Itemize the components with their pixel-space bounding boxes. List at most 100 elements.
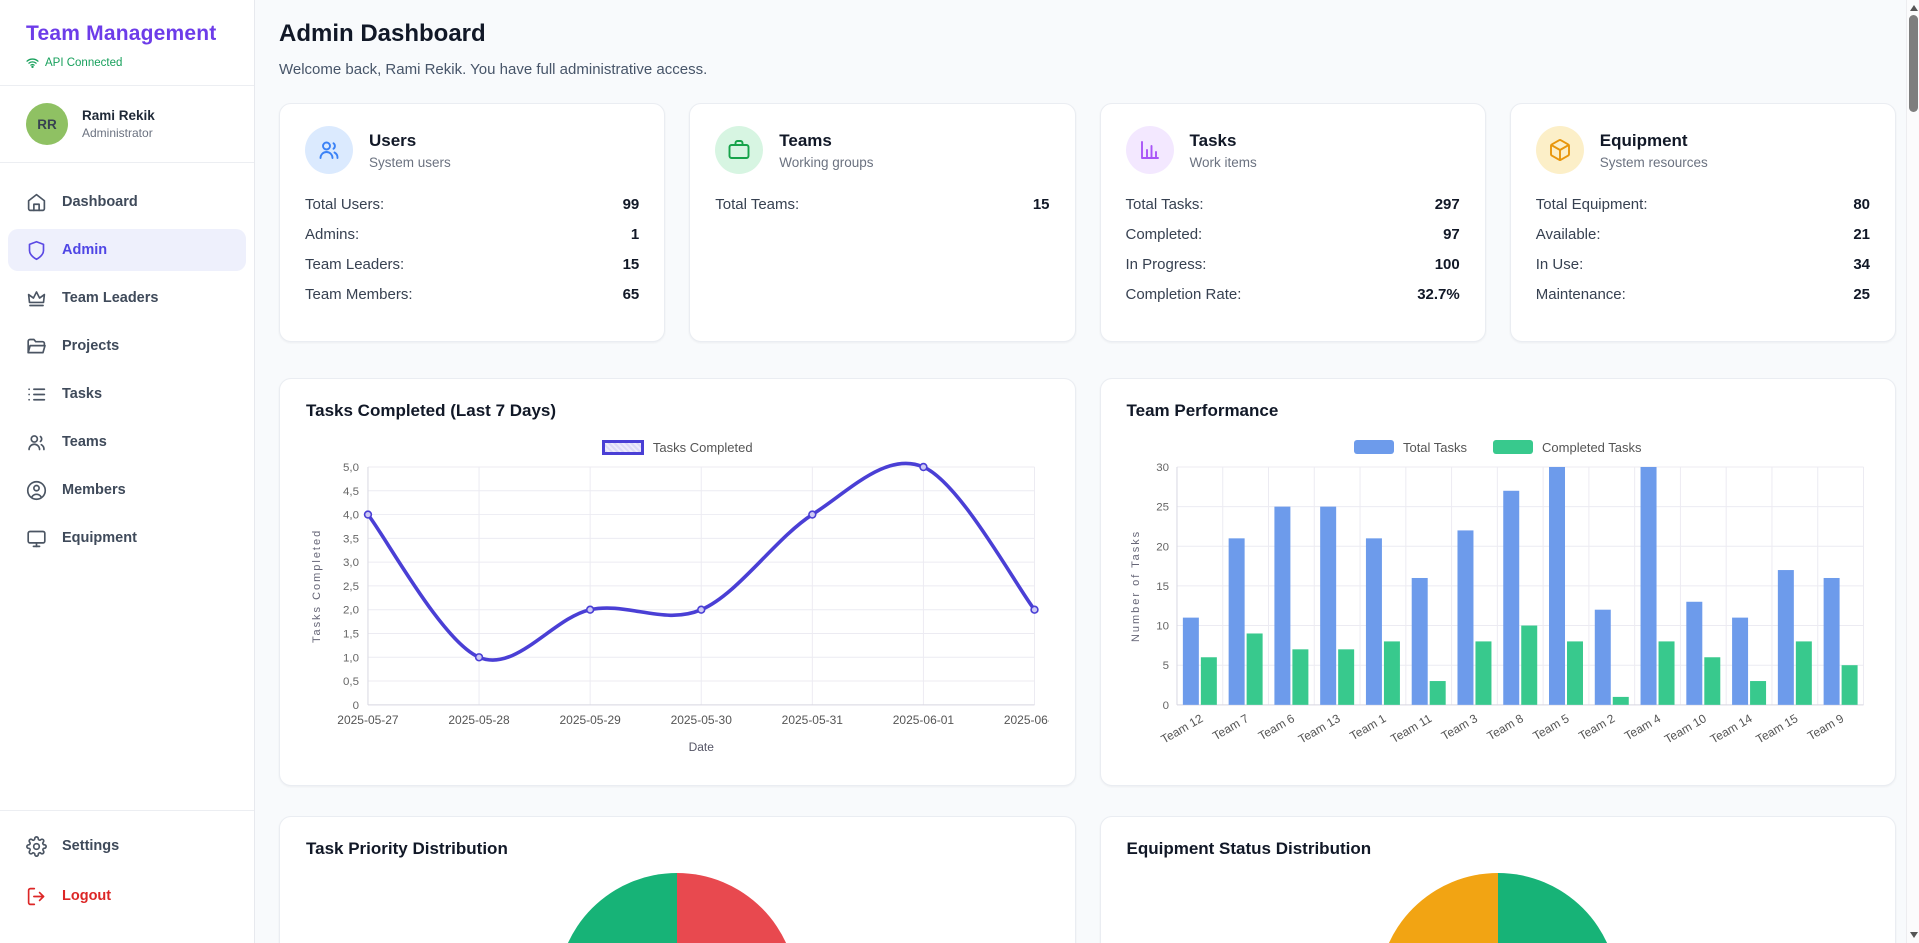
- line-chart: 0 0,5 1,0 1,5 2,0 2,5 3,0 3,5 4,0 4,5 5,0 2025-05-2…: [311, 461, 1049, 754]
- sidebar-item-tasks[interactable]: Tasks: [8, 373, 246, 415]
- page-subtitle: Welcome back, Rami Rekik. You have full …: [279, 61, 708, 78]
- line-point: [585, 605, 595, 614]
- total-tasks-bar: [1502, 490, 1519, 705]
- legend-swatch-completed: [1493, 440, 1534, 454]
- sidebar-item-admin[interactable]: Admin: [8, 229, 246, 271]
- stat-row: In Use: 34: [1536, 256, 1870, 273]
- vertical-scrollbar[interactable]: [1906, 0, 1919, 943]
- total-tasks-bar: [1365, 538, 1382, 705]
- line-point: [363, 510, 373, 519]
- stat-value: 297: [1434, 196, 1460, 213]
- stat-row: Team Leaders: 15: [305, 256, 639, 273]
- sidebar-item-dashboard[interactable]: Dashboard: [8, 181, 246, 223]
- stat-value: 25: [1853, 286, 1870, 303]
- completed-tasks-bar: [1795, 641, 1812, 705]
- total-tasks-bar: [1823, 577, 1840, 705]
- user-role: Administrator: [82, 126, 153, 140]
- stat-row: Total Teams: 15: [715, 196, 1049, 213]
- sidebar-item-label: Team Leaders: [62, 290, 159, 306]
- users-stat-card: Users System users Total Users: 99 Admins: 1 T…: [279, 103, 666, 342]
- sidebar-item-label: Projects: [62, 338, 120, 354]
- x-tick-label: Team 15: [1753, 711, 1800, 746]
- x-tick-label: Team 11: [1388, 711, 1434, 746]
- y-axis-title: Tasks Completed: [311, 529, 323, 643]
- pie-charts-row: Task Priority Distribution Equipment Sta…: [279, 816, 1896, 943]
- stat-card-subtitle: Work items: [1189, 154, 1257, 170]
- x-tick-label: Team 1: [1347, 711, 1388, 743]
- y-tick-label: 25: [1156, 502, 1169, 514]
- sidebar-item-members[interactable]: Members: [8, 469, 246, 511]
- crown-icon: [27, 290, 46, 306]
- sidebar-item-label: Equipment: [62, 530, 137, 546]
- sidebar-item-label: Teams: [62, 434, 107, 450]
- total-tasks-bar: [1777, 570, 1794, 705]
- line-point: [697, 605, 706, 614]
- total-tasks-bar: [1319, 506, 1336, 705]
- stat-label: Total Teams:: [715, 196, 800, 213]
- x-tick-label: Team 7: [1210, 711, 1251, 743]
- x-tick-label: 2025-05-31: [782, 713, 844, 727]
- total-tasks-bar: [1685, 601, 1702, 705]
- stat-row: Completion Rate: 32.7%: [1126, 286, 1460, 303]
- api-status-label: API Connected: [45, 56, 123, 69]
- stat-label: Completion Rate:: [1125, 286, 1242, 303]
- sidebar-item-team-leaders[interactable]: Team Leaders: [8, 277, 246, 319]
- user-name: Rami Rekik: [82, 108, 155, 123]
- stat-card-subtitle: System users: [369, 154, 451, 170]
- stat-card-title: Users: [369, 130, 417, 150]
- app-title: Team Management: [26, 22, 217, 45]
- total-tasks-bar: [1411, 577, 1428, 705]
- equipment-pie-title: Equipment Status Distribution: [1126, 839, 1372, 858]
- sidebar-item-logout[interactable]: Logout: [8, 875, 246, 917]
- stat-row: Maintenance: 25: [1536, 286, 1870, 303]
- x-tick-label: Team 6: [1255, 711, 1296, 743]
- y-tick-label: 1,0: [343, 652, 359, 664]
- stat-label: Maintenance:: [1535, 286, 1626, 303]
- sidebar-item-label: Admin: [62, 242, 108, 258]
- scroll-down-arrow[interactable]: [1910, 932, 1918, 938]
- stat-card-header: Teams Working groups: [715, 126, 1049, 174]
- x-tick-label: 2025-05-30: [671, 713, 733, 727]
- sidebar-item-equipment[interactable]: Equipment: [8, 517, 246, 559]
- y-tick-label: 2,5: [343, 581, 359, 593]
- shield-icon: [28, 240, 45, 260]
- stat-value: 21: [1853, 226, 1870, 243]
- briefcase-icon: [728, 140, 750, 159]
- completed-tasks-bar: [1703, 657, 1720, 705]
- completed-tasks-bar: [1474, 641, 1491, 705]
- stat-card-header: Tasks Work items: [1125, 126, 1460, 174]
- x-tick-label: Team 8: [1484, 711, 1525, 743]
- stat-row: Admins: 1: [305, 226, 639, 243]
- y-tick-label: 5: [1162, 660, 1168, 672]
- stat-row: In Progress: 100: [1126, 256, 1460, 273]
- line-point: [474, 653, 484, 662]
- stat-value: 15: [622, 256, 640, 273]
- x-tick-label: Team 2: [1576, 711, 1617, 743]
- sidebar-item-teams[interactable]: Teams: [8, 421, 246, 463]
- bar-chart-card: Team Performance Total Tasks Completed T…: [1099, 378, 1896, 786]
- stat-icon-circle: [305, 126, 353, 174]
- line-chart-card: Tasks Completed (Last 7 Days) Tasks Comp…: [279, 378, 1076, 786]
- stat-label: Admins:: [305, 226, 360, 243]
- sidebar-item-settings[interactable]: Settings: [8, 825, 246, 867]
- scroll-up-arrow[interactable]: [1910, 5, 1918, 11]
- people-icon: [28, 434, 45, 450]
- x-tick-label: Team 13: [1295, 711, 1342, 746]
- scrollbar-thumb[interactable]: [1908, 15, 1918, 112]
- sidebar-item-projects[interactable]: Projects: [8, 325, 246, 367]
- bar-chart-legend: Total Tasks Completed Tasks: [1127, 437, 1870, 457]
- bar-chart-title: Team Performance: [1126, 401, 1279, 420]
- legend-item: Completed Tasks: [1493, 440, 1642, 455]
- package-icon: [1549, 139, 1570, 161]
- stat-value: 15: [1032, 196, 1050, 213]
- person-circle-icon: [26, 480, 47, 500]
- completed-tasks-bar: [1246, 633, 1263, 705]
- api-status: API Connected: [26, 56, 228, 69]
- completed-tasks-bar: [1566, 641, 1583, 705]
- completed-tasks-bar: [1520, 625, 1537, 705]
- brand-block: Team Management API Connected: [0, 0, 254, 86]
- x-tick-label: Team 12: [1158, 711, 1205, 746]
- y-tick-label: 2,0: [343, 605, 359, 617]
- equipment-pie-card: Equipment Status Distribution: [1099, 816, 1896, 943]
- total-tasks-bar: [1594, 609, 1611, 705]
